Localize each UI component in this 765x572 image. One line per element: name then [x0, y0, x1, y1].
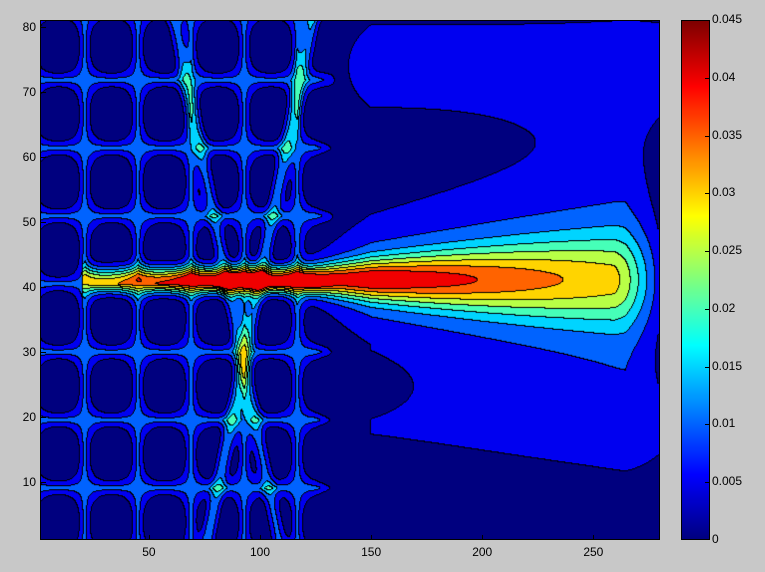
tick-mark — [41, 91, 46, 93]
tick-mark — [41, 481, 46, 483]
tick-mark — [705, 539, 710, 540]
y-tick-label: 60 — [22, 149, 36, 164]
x-tick-label: 200 — [472, 545, 493, 559]
y-tick-label: 70 — [22, 84, 36, 99]
tick-mark — [705, 251, 710, 253]
colorbar-tick-label: 0.04 — [712, 69, 736, 84]
y-tick-label: 80 — [22, 19, 36, 34]
y-tick-label: 10 — [22, 474, 36, 489]
tick-mark — [705, 366, 710, 368]
y-tick-label: 20 — [22, 409, 36, 424]
tick-mark — [260, 535, 261, 540]
x-tick-label: 50 — [142, 545, 156, 559]
colorbar-tick-label: 0.03 — [712, 185, 736, 200]
tick-mark — [41, 26, 46, 28]
tick-mark — [705, 308, 710, 310]
contour-plot — [40, 20, 660, 540]
tick-mark — [705, 77, 710, 79]
tick-mark — [371, 535, 373, 540]
tick-mark — [41, 221, 46, 223]
x-tick-label: 100 — [249, 545, 271, 559]
colorbar-tick-label: 0 — [712, 532, 719, 546]
tick-mark — [41, 156, 46, 158]
tick-mark — [41, 416, 46, 418]
tick-mark — [705, 482, 710, 484]
colorbar-tick-label: 0.02 — [712, 300, 736, 315]
x-tick-label: 250 — [583, 545, 604, 559]
colorbar-tick-label: 0.005 — [712, 474, 743, 489]
y-tick-label: 50 — [22, 214, 36, 229]
y-tick-label: 30 — [22, 344, 36, 359]
tick-mark — [41, 351, 46, 353]
tick-mark — [705, 424, 710, 426]
tick-mark — [482, 535, 484, 540]
tick-mark — [148, 535, 150, 540]
colorbar-tick-label: 0.045 — [712, 12, 743, 26]
y-tick-label: 40 — [22, 279, 36, 294]
tick-mark — [593, 535, 595, 540]
colorbar — [681, 20, 710, 540]
colorbar-tick-label: 0.015 — [712, 358, 743, 373]
tick-mark — [705, 193, 710, 195]
colorbar-tick-label: 0.035 — [712, 127, 743, 142]
tick-mark — [705, 135, 710, 137]
x-tick-label: 150 — [361, 545, 382, 559]
tick-mark — [705, 20, 710, 21]
colorbar-tick-label: 0.01 — [712, 416, 736, 431]
tick-mark — [41, 286, 46, 288]
colorbar-tick-label: 0.025 — [712, 243, 743, 258]
